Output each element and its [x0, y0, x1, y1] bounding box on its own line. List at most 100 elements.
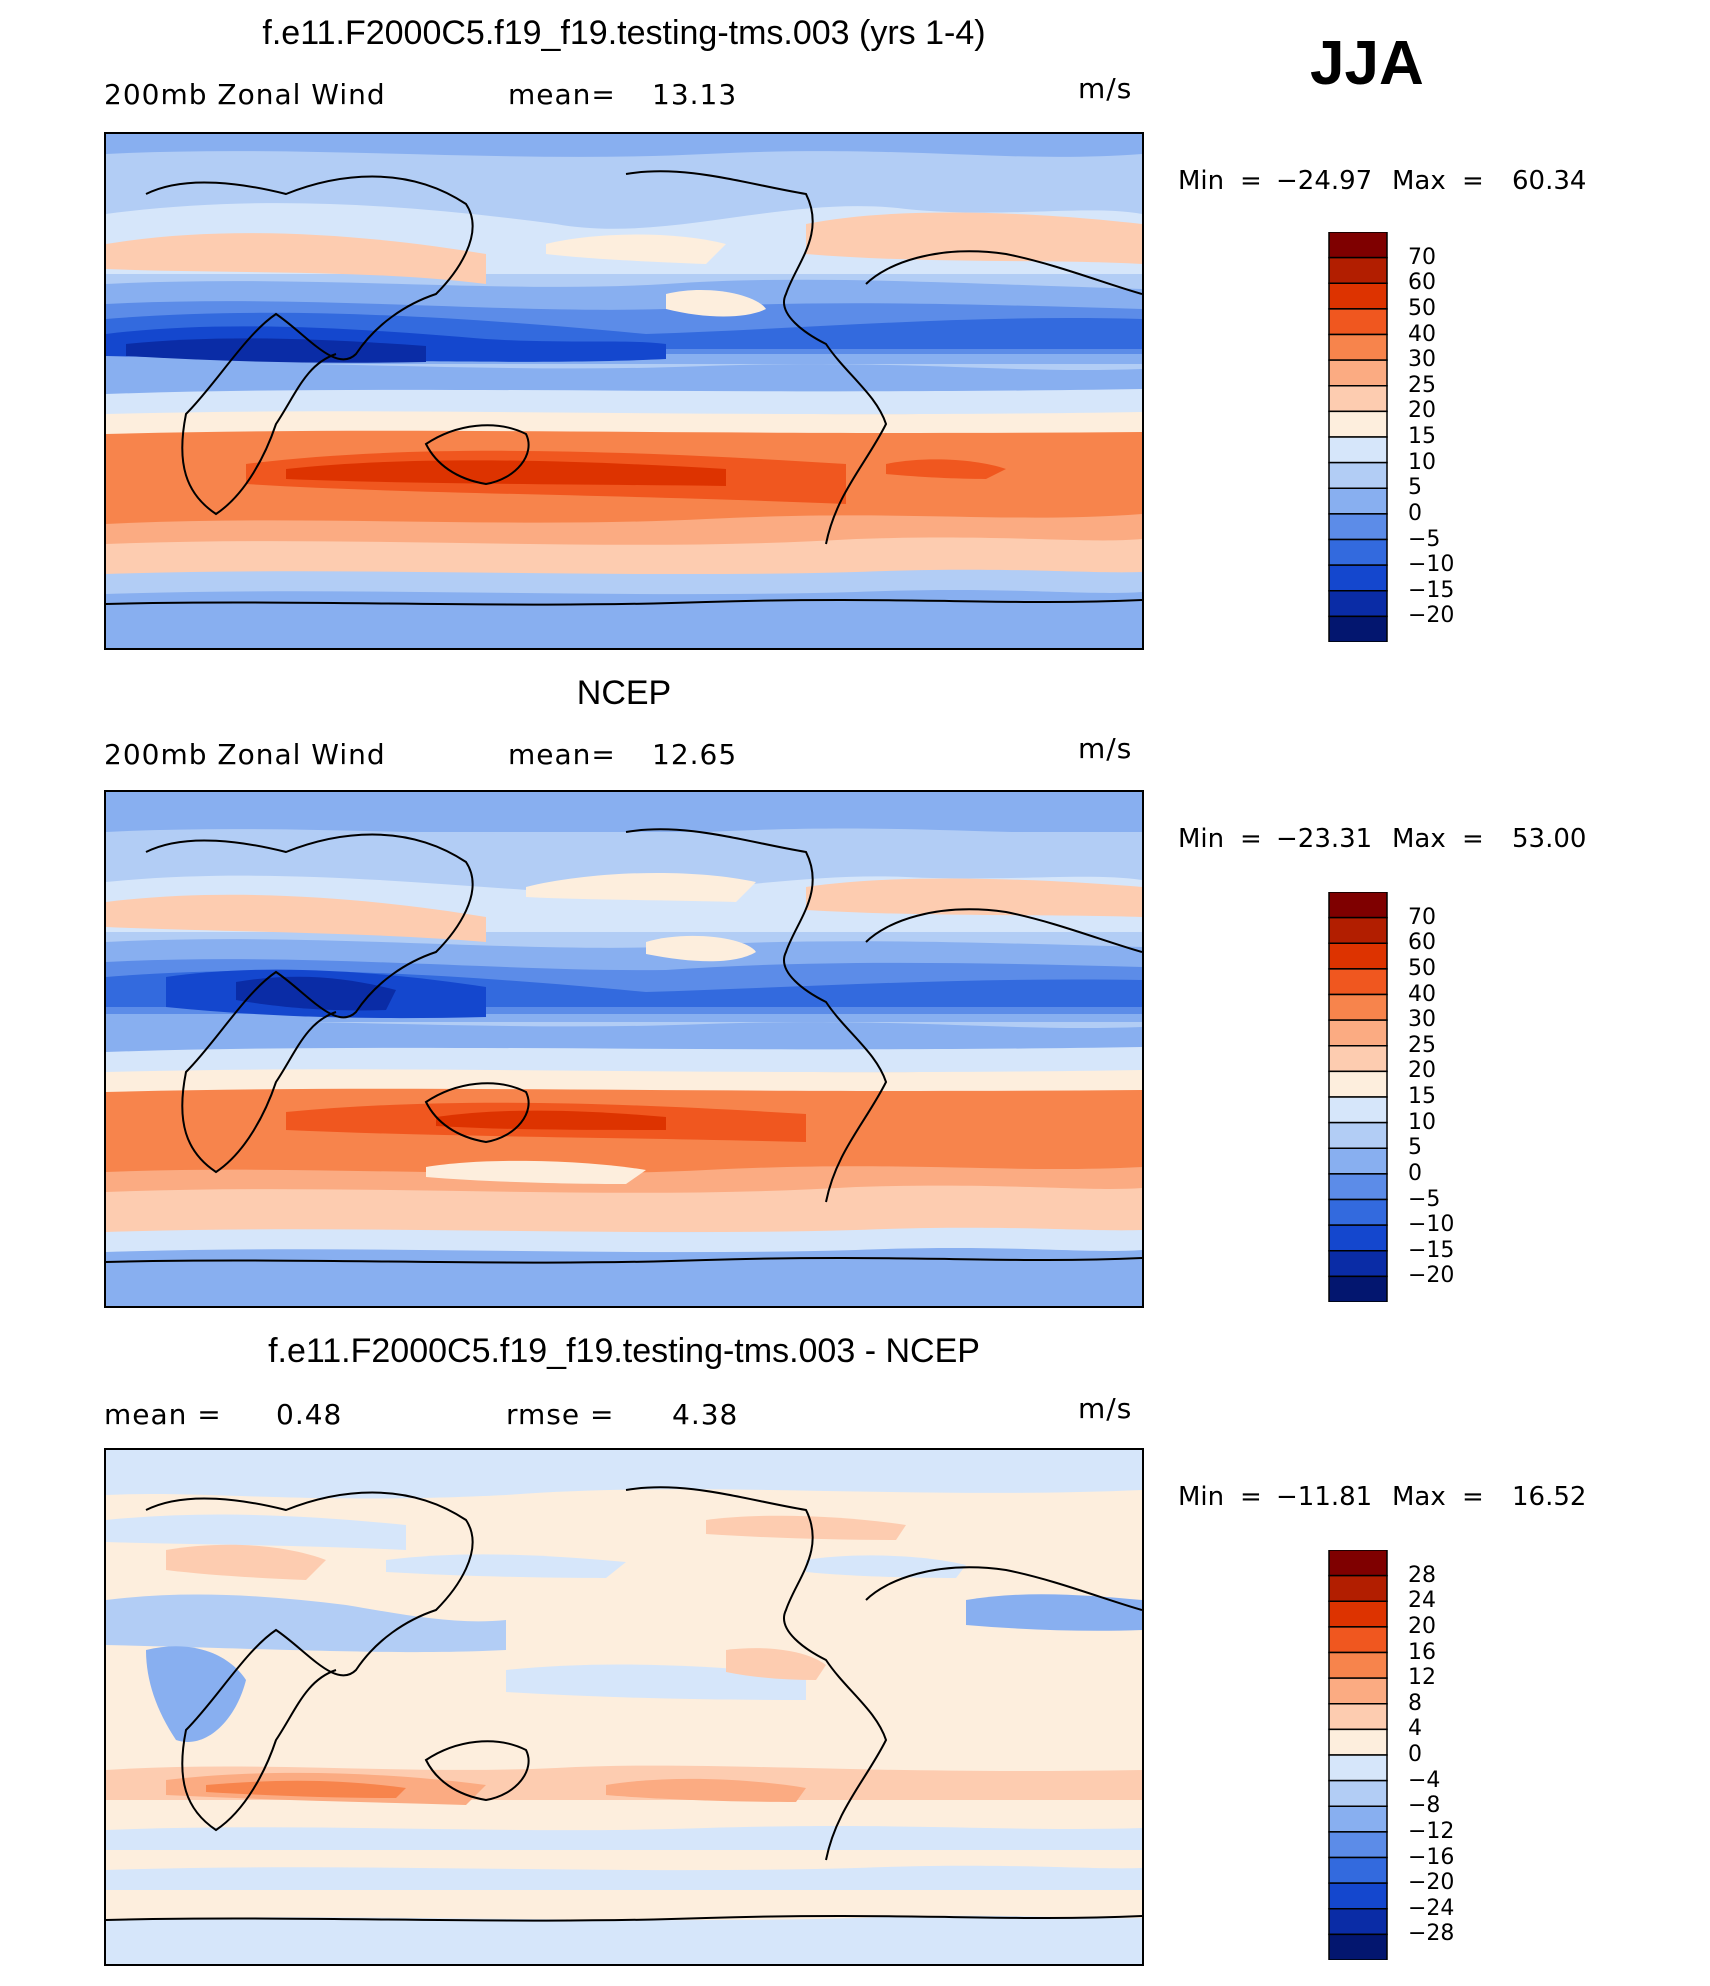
- colorbar-tick-label: 20: [1408, 1058, 1436, 1084]
- panel1-max-value: 60.34: [1512, 166, 1587, 196]
- colorbar-swatch: [1328, 1250, 1388, 1278]
- panel2-max-value: 53.00: [1512, 824, 1587, 854]
- panel3-title: f.e11.F2000C5.f19_f19.testing-tms.003 - …: [268, 1332, 980, 1370]
- colorbar-swatch: [1328, 1550, 1388, 1577]
- colorbar-swatch: [1328, 1728, 1388, 1756]
- panel3-min-value: −11.81: [1276, 1482, 1373, 1512]
- panel3-max-eq: =: [1462, 1482, 1484, 1512]
- colorbar-tick-label: 60: [1408, 270, 1436, 296]
- colorbar-tick-label: 70: [1408, 904, 1436, 930]
- colorbar-tick-label: 30: [1408, 347, 1436, 373]
- colorbar-swatch: [1328, 359, 1388, 387]
- colorbar-swatch: [1328, 1805, 1388, 1833]
- colorbar-tick-label: −20: [1408, 1870, 1455, 1896]
- colorbar-tick-label: −24: [1408, 1895, 1455, 1921]
- panel1-units: m/s: [1078, 72, 1133, 105]
- colorbar-swatch: [1328, 1703, 1388, 1731]
- colorbar-swatch: [1328, 1908, 1388, 1936]
- colorbar-tick-label: 60: [1408, 930, 1436, 956]
- panel1-min-label: Min: [1178, 166, 1225, 196]
- colorbar-tick-label: 20: [1408, 1613, 1436, 1639]
- colorbar-swatch: [1328, 1831, 1388, 1859]
- colorbar-tick-label: 24: [1408, 1588, 1436, 1614]
- colorbar-swatch: [1328, 538, 1388, 566]
- colorbar-tick-label: 10: [1408, 449, 1436, 475]
- panel1-mean-value: 13.13: [652, 78, 738, 111]
- panel1-mean-label: mean=: [508, 78, 616, 111]
- colorbar-swatch: [1328, 461, 1388, 489]
- colorbar-tick-label: 15: [1408, 424, 1436, 449]
- panel2-min-value: −23.31: [1276, 824, 1373, 854]
- colorbar-tick-label: 8: [1408, 1690, 1422, 1716]
- colorbar-tick-label: 5: [1408, 1135, 1422, 1161]
- colorbar-swatch: [1328, 256, 1388, 284]
- colorbar-swatch: [1328, 1677, 1388, 1705]
- panel2-max-label: Max: [1392, 824, 1446, 854]
- colorbar-tick-label: 0: [1408, 500, 1422, 526]
- colorbar-swatch: [1328, 1933, 1388, 1960]
- panel2-title: NCEP: [576, 674, 672, 712]
- colorbar-swatch: [1328, 564, 1388, 592]
- colorbar-tick-label: 12: [1408, 1665, 1436, 1691]
- panel3-mean-value: 0.48: [276, 1398, 343, 1431]
- colorbar-swatch: [1328, 892, 1388, 919]
- panel1-map: [104, 132, 1144, 650]
- colorbar-tick-label: −5: [1408, 1186, 1441, 1212]
- panel3-map: [104, 1448, 1144, 1966]
- colorbar-tick-label: −16: [1408, 1844, 1455, 1870]
- colorbar-swatch: [1328, 1147, 1388, 1175]
- colorbar-swatch: [1328, 385, 1388, 413]
- panel3-mean-label: mean =: [104, 1398, 222, 1431]
- panel3-contour-field: [106, 1450, 1142, 1964]
- colorbar-tick-label: −20: [1408, 603, 1455, 629]
- colorbar-tick-label: 10: [1408, 1109, 1436, 1135]
- colorbar-swatch: [1328, 410, 1388, 438]
- colorbar-tick-label: −10: [1408, 552, 1455, 578]
- colorbar-tick-label: −5: [1408, 526, 1441, 552]
- colorbar-swatch: [1328, 1224, 1388, 1252]
- colorbar-tick-label: 40: [1408, 321, 1436, 347]
- colorbar-swatch: [1328, 993, 1388, 1021]
- colorbar-swatch: [1328, 513, 1388, 541]
- colorbar-tick-label: −4: [1408, 1767, 1441, 1793]
- colorbar-swatch: [1328, 1600, 1388, 1628]
- colorbar-swatch: [1328, 1651, 1388, 1679]
- colorbar-tick-label: 20: [1408, 398, 1436, 424]
- colorbar-tick-label: 50: [1408, 955, 1436, 981]
- colorbar-swatch: [1328, 916, 1388, 944]
- panel2-min-label: Min: [1178, 824, 1225, 854]
- colorbar-tick-label: −20: [1408, 1263, 1455, 1289]
- panel2-mean-label: mean=: [508, 738, 616, 771]
- colorbar-swatch: [1328, 1121, 1388, 1149]
- colorbar-swatch: [1328, 1626, 1388, 1654]
- colorbar-tick-label: 40: [1408, 981, 1436, 1007]
- colorbar-swatch: [1328, 1070, 1388, 1098]
- panel1-max-label: Max: [1392, 166, 1446, 196]
- season-label: JJA: [1310, 29, 1424, 98]
- colorbar-tick-label: −15: [1408, 1237, 1455, 1263]
- colorbar-swatch: [1328, 1754, 1388, 1782]
- panel1-colorbar: [1328, 232, 1388, 642]
- colorbar-swatch: [1328, 590, 1388, 618]
- colorbar-swatch: [1328, 1096, 1388, 1124]
- colorbar-swatch: [1328, 1779, 1388, 1807]
- colorbar-tick-label: −8: [1408, 1793, 1441, 1819]
- panel2-variable-label: 200mb Zonal Wind: [104, 738, 386, 771]
- panel1-min-value: −24.97: [1276, 166, 1373, 196]
- panel3-rmse-label: rmse =: [506, 1398, 615, 1431]
- colorbar-swatch: [1328, 232, 1388, 259]
- panel2-max-eq: =: [1462, 824, 1484, 854]
- colorbar-tick-label: −10: [1408, 1212, 1455, 1238]
- colorbar-tick-label: 28: [1408, 1562, 1436, 1588]
- panel2-mean-value: 12.65: [652, 738, 738, 771]
- colorbar-tick-label: 0: [1408, 1160, 1422, 1186]
- colorbar-tick-label: 30: [1408, 1007, 1436, 1033]
- colorbar-tick-label: 16: [1408, 1639, 1436, 1665]
- colorbar-swatch: [1328, 308, 1388, 336]
- colorbar-swatch: [1328, 436, 1388, 464]
- colorbar-tick-label: −15: [1408, 577, 1455, 603]
- colorbar-swatch: [1328, 942, 1388, 970]
- colorbar-tick-label: 25: [1408, 372, 1436, 398]
- colorbar-tick-label: −12: [1408, 1818, 1455, 1844]
- panel3-colorbar: [1328, 1550, 1388, 1960]
